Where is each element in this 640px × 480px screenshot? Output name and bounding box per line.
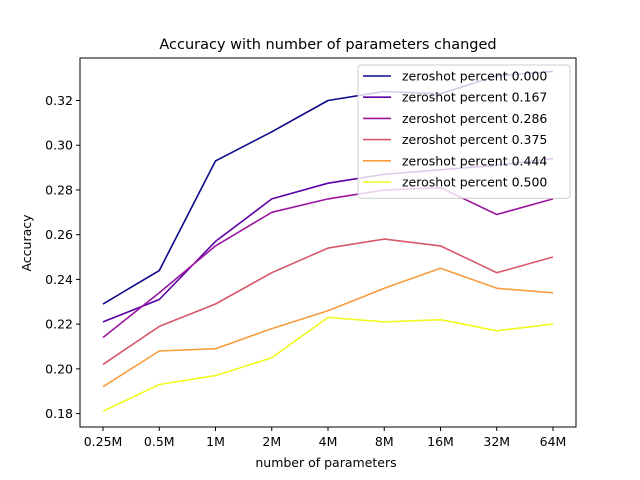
series-line-3 xyxy=(102,238,554,366)
legend-label-2: zeroshot percent 0.286 xyxy=(402,111,547,126)
x-tick-label: 8M xyxy=(375,434,394,449)
y-tick-label: 0.22 xyxy=(45,317,73,332)
x-tick-label: 0.5M xyxy=(144,434,175,449)
legend: zeroshot percent 0.000 zeroshot percent 0… xyxy=(357,64,571,199)
y-tick-label: 0.32 xyxy=(45,93,73,108)
legend-label-5: zeroshot percent 0.500 xyxy=(402,175,547,190)
series-line-4 xyxy=(102,267,554,388)
y-tick-label: 0.26 xyxy=(45,227,73,242)
x-axis-label: number of parameters xyxy=(255,455,396,470)
x-tick-label: 64M xyxy=(540,434,567,449)
x-tick-label: 4M xyxy=(319,434,338,449)
y-tick-label: 0.20 xyxy=(45,361,73,376)
series-line-2 xyxy=(102,186,554,339)
x-tick-label: 1M xyxy=(206,434,225,449)
x-tick-label: 2M xyxy=(262,434,281,449)
y-axis-label: Accuracy xyxy=(19,214,34,272)
y-tick-label: 0.30 xyxy=(45,138,73,153)
legend-label-4: zeroshot percent 0.444 xyxy=(402,153,547,168)
y-tick-label: 0.24 xyxy=(45,272,73,287)
y-tick-label: 0.28 xyxy=(45,182,73,197)
legend-label-3: zeroshot percent 0.375 xyxy=(402,132,547,147)
y-tick-label: 0.18 xyxy=(45,406,73,421)
x-tick-label: 32M xyxy=(483,434,510,449)
legend-label-1: zeroshot percent 0.167 xyxy=(402,90,547,105)
legend-box xyxy=(357,64,571,199)
legend-label-0: zeroshot percent 0.000 xyxy=(402,69,547,84)
axes: 0.25M 0.5M 1M 2M 4M 8M 16M 32M 64M 0.18 0.20 0.22 0.… xyxy=(45,57,577,449)
chart-title: Accuracy with number of parameters chang… xyxy=(159,37,496,53)
x-tick-label: 16M xyxy=(427,434,454,449)
x-tick-label: 0.25M xyxy=(84,434,123,449)
series-line-5 xyxy=(102,316,554,413)
